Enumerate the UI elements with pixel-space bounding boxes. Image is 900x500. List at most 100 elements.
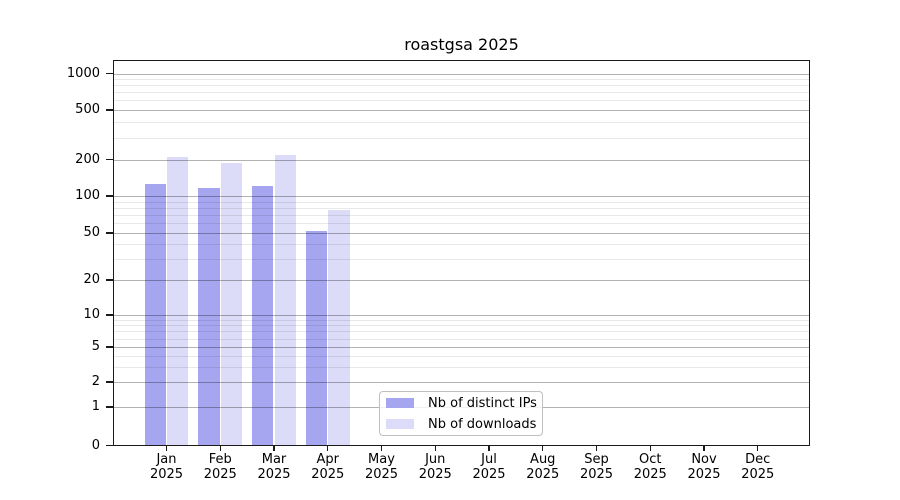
- legend-item-downloads: Nb of downloads: [386, 415, 536, 433]
- x-tick-month: Oct: [639, 452, 662, 467]
- y-tick-mark: [106, 158, 113, 161]
- y-tick-mark: [106, 381, 113, 383]
- x-tick-month: Jun: [425, 452, 446, 467]
- x-tick-month: Dec: [745, 452, 771, 467]
- minor-gridline: [113, 79, 810, 81]
- major-gridline: [113, 382, 810, 383]
- y-tick-mark: [106, 445, 113, 447]
- legend-item-distinct-ips: Nb of distinct IPs: [386, 394, 537, 412]
- x-tick-label: Nov 2025: [676, 452, 732, 482]
- x-tick-mark: [488, 445, 490, 451]
- x-tick-mark: [434, 445, 436, 451]
- x-tick-month: Feb: [208, 452, 232, 467]
- x-tick-year: 2025: [633, 467, 667, 482]
- y-tick-label: 5: [91, 339, 100, 354]
- x-tick-mark: [595, 445, 598, 451]
- x-tick-month: Aug: [530, 452, 556, 467]
- minor-gridline: [113, 355, 810, 357]
- y-tick-mark: [106, 346, 113, 348]
- bar-downloads: [274, 154, 296, 446]
- legend-swatch-distinct-ips: [386, 397, 414, 409]
- y-tick-label: 50: [83, 225, 100, 240]
- minor-gridline: [113, 331, 810, 333]
- bar-downloads: [220, 163, 243, 446]
- x-tick-label: Mar 2025: [246, 452, 302, 482]
- legend: Nb of distinct IPs Nb of downloads: [379, 391, 543, 436]
- x-tick-label: Feb 2025: [192, 452, 248, 482]
- bar-distinct-ips: [198, 187, 220, 446]
- minor-gridline: [113, 223, 810, 225]
- major-gridline: [113, 159, 810, 161]
- x-tick-year: 2025: [526, 467, 560, 482]
- x-tick-mark: [757, 445, 759, 451]
- x-tick-label: Aug 2025: [515, 452, 571, 482]
- minor-gridline: [113, 338, 810, 340]
- x-tick-mark: [380, 445, 383, 451]
- y-tick-mark: [106, 406, 113, 408]
- x-tick-label: Oct 2025: [622, 452, 678, 482]
- x-tick-label: Jan 2025: [139, 452, 195, 482]
- minor-gridline: [113, 325, 810, 327]
- x-tick-year: 2025: [257, 467, 291, 482]
- x-tick-label: May 2025: [354, 452, 410, 482]
- x-tick-mark: [219, 445, 221, 451]
- major-gridline: [113, 347, 810, 348]
- x-tick-year: 2025: [364, 467, 399, 482]
- x-tick-year: 2025: [149, 467, 184, 482]
- x-tick-label: Dec 2025: [730, 452, 786, 482]
- minor-gridline: [113, 215, 810, 217]
- plot-area: Nb of distinct IPs Nb of downloads: [113, 60, 810, 446]
- bar-distinct-ips: [305, 230, 328, 446]
- x-tick-year: 2025: [687, 467, 721, 482]
- x-tick-year: 2025: [472, 467, 506, 482]
- y-tick-mark: [106, 195, 113, 197]
- minor-gridline: [113, 92, 810, 94]
- x-tick-month: Jan: [156, 452, 177, 467]
- minor-gridline: [113, 244, 810, 246]
- bar-distinct-ips: [252, 185, 274, 446]
- chart-title: roastgsa 2025: [404, 35, 519, 54]
- minor-gridline: [113, 366, 810, 368]
- y-tick-label: 1000: [66, 65, 100, 81]
- y-tick-label: 1: [91, 399, 100, 414]
- minor-gridline: [113, 259, 810, 261]
- y-tick-label: 2: [91, 374, 100, 389]
- major-gridline: [113, 110, 810, 111]
- x-tick-month: Jul: [481, 452, 497, 467]
- x-tick-label: Sep 2025: [569, 452, 625, 482]
- x-tick-label: Jul 2025: [461, 452, 517, 482]
- x-tick-mark: [273, 445, 275, 451]
- x-tick-year: 2025: [418, 467, 452, 482]
- x-tick-year: 2025: [579, 467, 614, 482]
- y-tick-mark: [106, 72, 113, 75]
- y-tick-label: 500: [75, 102, 100, 117]
- x-tick-mark: [165, 445, 168, 451]
- y-tick-label: 200: [75, 151, 100, 167]
- x-tick-label: Jun 2025: [407, 452, 463, 482]
- major-gridline: [113, 280, 810, 281]
- legend-swatch-downloads: [386, 418, 414, 430]
- bar-downloads: [167, 157, 189, 446]
- y-tick-label: 0: [91, 437, 100, 453]
- bar-downloads: [328, 209, 350, 446]
- x-tick-month: Apr: [316, 452, 340, 467]
- y-tick-label: 10: [83, 307, 100, 322]
- major-gridline: [113, 233, 810, 234]
- x-tick-month: Mar: [261, 452, 287, 467]
- x-tick-month: Sep: [584, 452, 609, 467]
- legend-label-downloads: Nb of downloads: [428, 416, 537, 432]
- minor-gridline: [113, 137, 810, 139]
- x-tick-mark: [649, 445, 651, 451]
- bar-distinct-ips: [144, 183, 166, 446]
- y-tick-label: 20: [83, 272, 100, 287]
- major-gridline: [113, 73, 810, 75]
- y-tick-mark: [106, 314, 113, 316]
- x-tick-mark: [542, 445, 544, 451]
- minor-gridline: [113, 319, 810, 321]
- minor-gridline: [113, 100, 810, 102]
- x-tick-mark: [703, 445, 705, 451]
- y-tick-mark: [106, 279, 113, 281]
- x-tick-year: 2025: [203, 467, 237, 482]
- legend-label-distinct-ips: Nb of distinct IPs: [428, 395, 537, 411]
